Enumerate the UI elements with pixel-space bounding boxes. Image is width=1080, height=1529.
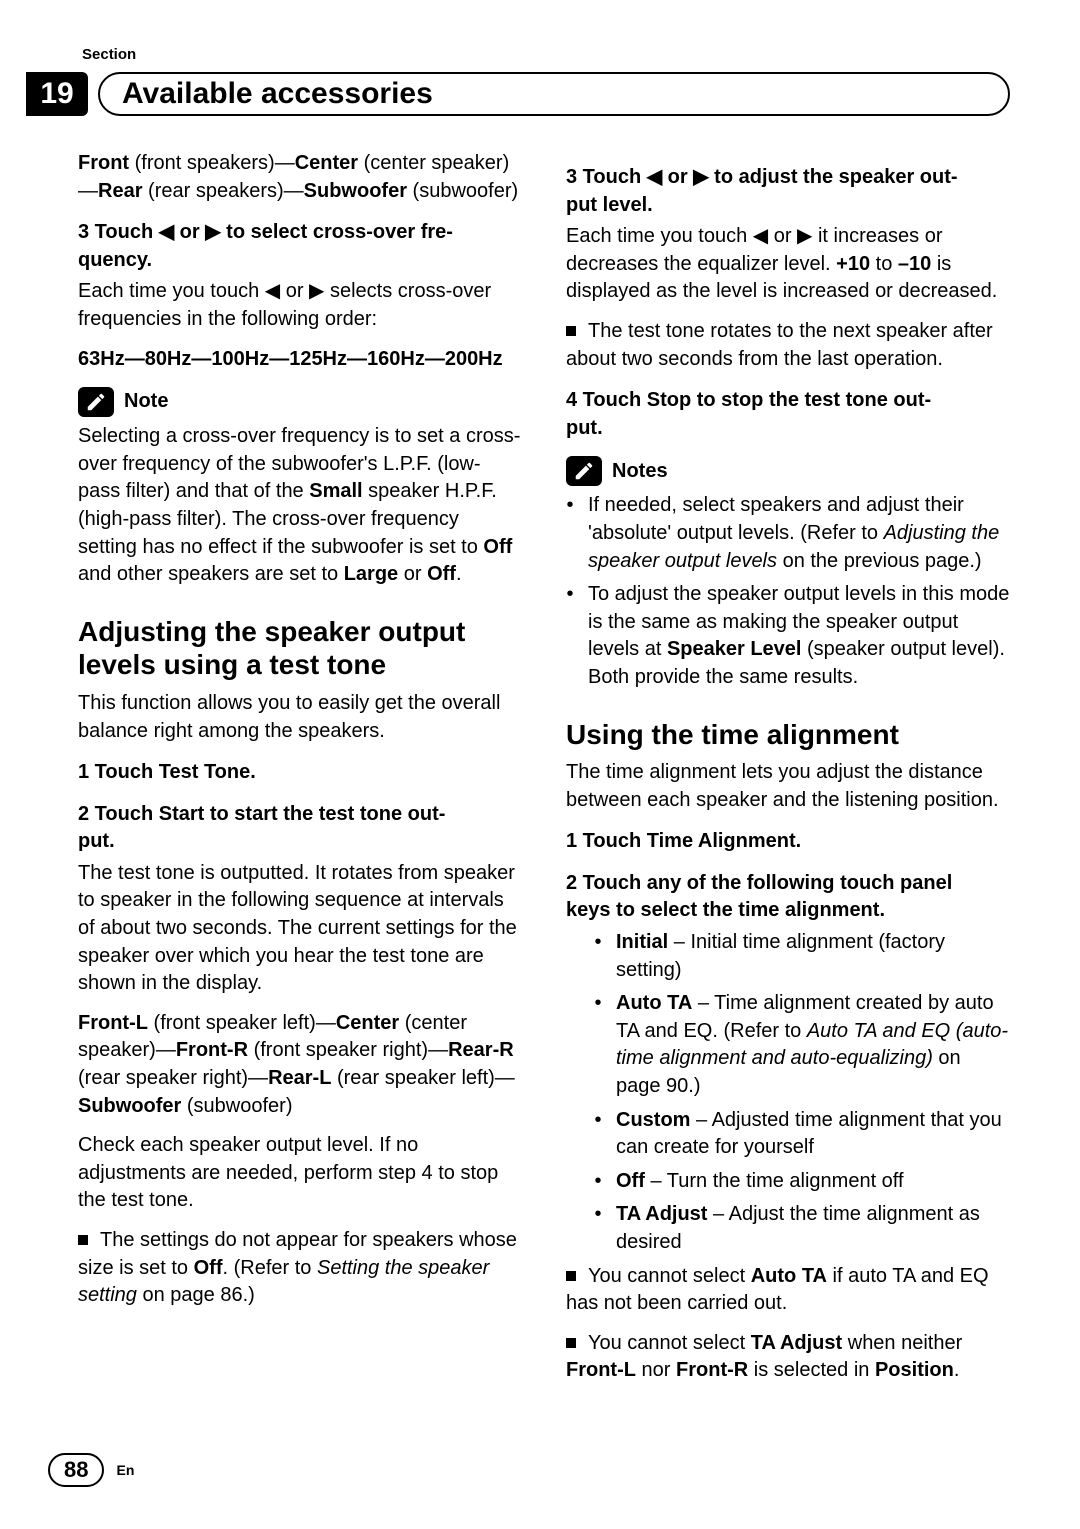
- test-tone-intro: This function allows you to easily get t…: [78, 690, 522, 745]
- heading-test-tone: Adjusting the speaker output levels usin…: [78, 615, 522, 682]
- section-number-badge: 19: [26, 72, 88, 116]
- ta-note-2: You cannot select TA Adjust when neither…: [566, 1330, 1010, 1385]
- step-2-select-ta: 2 Touch any of the following touch panel…: [566, 870, 1010, 925]
- bullet-icon: •: [594, 990, 602, 1100]
- left-column: Front (front speakers)—Center (center sp…: [78, 150, 522, 1409]
- step-3-crossover: 3 Touch ◀ or ▶ to select cross-over fre-…: [78, 219, 522, 274]
- ta-option-item: •Auto TA – Time alignment created by aut…: [594, 990, 1010, 1100]
- step-1-test-tone: 1 Touch Test Tone.: [78, 759, 522, 787]
- section-label: Section: [82, 46, 136, 63]
- step-2-check: Check each speaker output level. If no a…: [78, 1132, 522, 1215]
- note-header: Note: [78, 387, 522, 417]
- content-columns: Front (front speakers)—Center (center sp…: [78, 150, 1010, 1409]
- ta-note-1: You cannot select Auto TA if auto TA and…: [566, 1263, 1010, 1318]
- page-footer: 88 En: [48, 1453, 134, 1487]
- page-number: 88: [48, 1453, 104, 1487]
- ta-option-item: •TA Adjust – Adjust the time alignment a…: [594, 1201, 1010, 1256]
- heading-time-alignment: Using the time alignment: [566, 718, 1010, 752]
- note-label: Note: [124, 388, 168, 416]
- bullet-icon: •: [566, 581, 574, 691]
- square-bullet-icon: [78, 1235, 88, 1245]
- step-3-body: Each time you touch ◀ or ▶ selects cross…: [78, 278, 522, 333]
- notes-label: Notes: [612, 458, 668, 486]
- step-2-body: The test tone is outputted. It rotates f…: [78, 860, 522, 998]
- ta-option-item: •Off – Turn the time alignment off: [594, 1168, 1010, 1196]
- section-header: 19 Available accessories: [26, 72, 1010, 116]
- speaker-list: Front (front speakers)—Center (center sp…: [78, 150, 522, 205]
- square-bullet-icon: [566, 1338, 576, 1348]
- square-bullet-icon: [566, 326, 576, 336]
- speaker-sequence: Front-L (front speaker left)—Center (cen…: [78, 1010, 522, 1120]
- time-alignment-intro: The time alignment lets you adjust the d…: [566, 759, 1010, 814]
- step-2-note: The settings do not appear for speakers …: [78, 1227, 522, 1310]
- manual-page: Section 19 Available accessories Front (…: [0, 0, 1080, 1529]
- bullet-icon: •: [594, 1168, 602, 1196]
- ta-option-item: •Custom – Adjusted time alignment that y…: [594, 1107, 1010, 1162]
- bullet-icon: •: [566, 492, 574, 575]
- ta-option-item: •Initial – Initial time alignment (facto…: [594, 929, 1010, 984]
- step-4-stop: 4 Touch Stop to stop the test tone out- …: [566, 387, 1010, 442]
- step-1-time-alignment: 1 Touch Time Alignment.: [566, 828, 1010, 856]
- bullet-icon: •: [594, 1201, 602, 1256]
- pencil-icon: [78, 387, 114, 417]
- right-column: 3 Touch ◀ or ▶ to adjust the speaker out…: [566, 150, 1010, 1409]
- notes-header: Notes: [566, 456, 1010, 486]
- note-body: Selecting a cross-over frequency is to s…: [78, 423, 522, 589]
- square-bullet-icon: [566, 1271, 576, 1281]
- bullet-icon: •: [594, 929, 602, 984]
- step-2-start: 2 Touch Start to start the test tone out…: [78, 801, 522, 856]
- step-3-adjust-body: Each time you touch ◀ or ▶ it increases …: [566, 223, 1010, 306]
- frequency-list: 63Hz—80Hz—100Hz—125Hz—160Hz—200Hz: [78, 346, 522, 374]
- note-item: •To adjust the speaker output levels in …: [566, 581, 1010, 691]
- step-3-rotate-note: The test tone rotates to the next speake…: [566, 318, 1010, 373]
- step-3-adjust-level: 3 Touch ◀ or ▶ to adjust the speaker out…: [566, 164, 1010, 219]
- note-item: •If needed, select speakers and adjust t…: [566, 492, 1010, 575]
- section-title: Available accessories: [98, 72, 1010, 116]
- notes-list: •If needed, select speakers and adjust t…: [566, 492, 1010, 691]
- language-label: En: [116, 1462, 134, 1478]
- ta-options-list: •Initial – Initial time alignment (facto…: [566, 929, 1010, 1257]
- bullet-icon: •: [594, 1107, 602, 1162]
- pencil-icon: [566, 456, 602, 486]
